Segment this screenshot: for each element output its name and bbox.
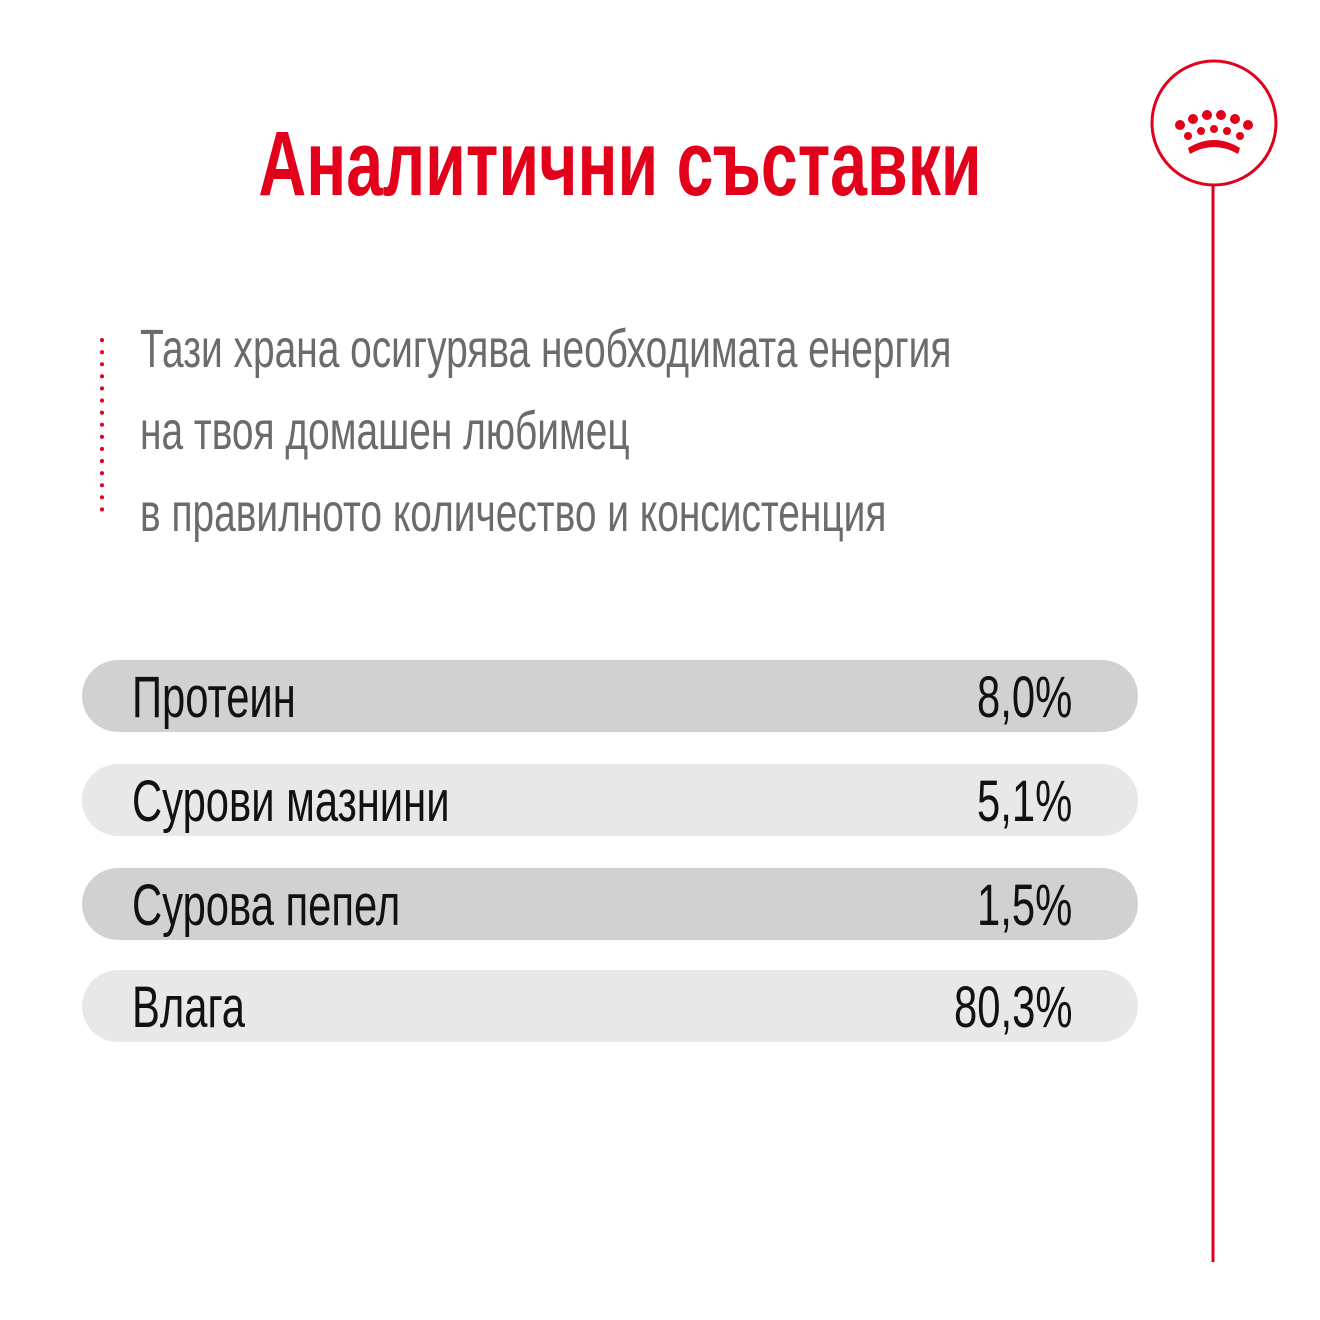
table-row (82, 660, 1138, 732)
description-line: на твоя домашен любимец (140, 401, 630, 461)
row-label: Сурови мазнини (132, 769, 450, 834)
row-value: 5,1% (976, 769, 1072, 834)
row-value: 1,5% (976, 873, 1072, 938)
table-row (82, 868, 1138, 940)
logo-circle (1150, 59, 1278, 187)
title: Аналитични съставки (258, 113, 982, 215)
crown-logo (1175, 110, 1253, 154)
table-row (82, 970, 1138, 1042)
row-value: 80,3% (953, 975, 1072, 1040)
row-label: Сурова пепел (132, 873, 401, 938)
description-line: Тази храна осигурява необходимата енерги… (140, 319, 952, 379)
row-label: Влага (132, 975, 245, 1040)
description-line: в правилното количество и консистенция (140, 483, 887, 543)
row-value: 8,0% (976, 665, 1072, 730)
row-label: Протеин (132, 665, 296, 730)
table-row (82, 764, 1138, 836)
